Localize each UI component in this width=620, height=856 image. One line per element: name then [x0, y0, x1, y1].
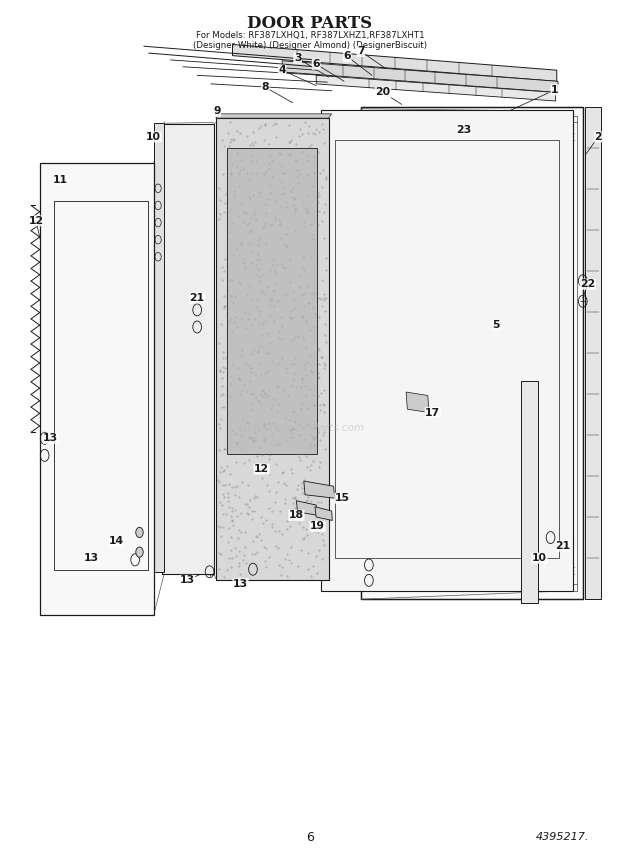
Polygon shape	[162, 124, 214, 574]
Text: 4395217.: 4395217.	[536, 832, 589, 842]
Polygon shape	[216, 114, 332, 118]
Polygon shape	[516, 479, 521, 492]
Text: 5: 5	[492, 320, 500, 330]
Polygon shape	[516, 522, 521, 535]
Text: 23: 23	[456, 125, 471, 135]
Text: 20: 20	[376, 87, 391, 98]
Text: eReplacementParts.com: eReplacementParts.com	[237, 423, 365, 433]
Text: 6: 6	[312, 59, 320, 69]
Text: 21: 21	[556, 541, 570, 551]
Circle shape	[136, 547, 143, 557]
Polygon shape	[521, 381, 538, 603]
Text: 17: 17	[425, 407, 440, 418]
Text: 10: 10	[532, 553, 547, 563]
Polygon shape	[406, 392, 429, 413]
Text: 13: 13	[43, 433, 58, 443]
Text: DOOR PARTS: DOOR PARTS	[247, 15, 373, 32]
Polygon shape	[227, 148, 317, 454]
Text: For Models: RF387LXHQ1, RF387LXHZ1,RF387LXHT1: For Models: RF387LXHQ1, RF387LXHZ1,RF387…	[196, 32, 424, 40]
Text: 18: 18	[289, 510, 304, 520]
Circle shape	[136, 527, 143, 538]
Text: 1: 1	[551, 85, 559, 95]
Text: 6: 6	[306, 830, 314, 844]
Polygon shape	[316, 75, 556, 101]
Polygon shape	[304, 481, 335, 498]
Text: 3: 3	[294, 53, 301, 63]
Polygon shape	[516, 402, 521, 415]
Polygon shape	[585, 107, 601, 599]
Text: (Designer White) (Designer Almond) (DesignerBiscuit): (Designer White) (Designer Almond) (Desi…	[193, 41, 427, 50]
Polygon shape	[315, 507, 332, 520]
Text: 7: 7	[357, 46, 365, 56]
Polygon shape	[321, 110, 573, 591]
Polygon shape	[40, 163, 154, 615]
Text: 4: 4	[278, 65, 286, 75]
Polygon shape	[232, 45, 557, 81]
Text: 13: 13	[180, 575, 195, 586]
Text: 11: 11	[53, 175, 68, 185]
Text: 22: 22	[580, 279, 595, 289]
Text: 12: 12	[29, 216, 43, 226]
Polygon shape	[216, 118, 329, 580]
Text: 10: 10	[146, 132, 161, 142]
Text: 14: 14	[109, 536, 124, 546]
Text: 21: 21	[190, 293, 205, 303]
Text: 13: 13	[84, 553, 99, 563]
Text: 2: 2	[595, 132, 602, 142]
Text: 6: 6	[343, 51, 351, 62]
Text: 9: 9	[213, 106, 221, 116]
Polygon shape	[376, 141, 569, 561]
Polygon shape	[516, 437, 521, 449]
Text: 8: 8	[262, 82, 269, 92]
Polygon shape	[361, 107, 583, 599]
Text: 15: 15	[335, 493, 350, 503]
Polygon shape	[516, 565, 521, 578]
Polygon shape	[282, 61, 558, 92]
Text: 12: 12	[254, 464, 269, 474]
Polygon shape	[296, 501, 317, 515]
Text: 13: 13	[233, 579, 248, 589]
Polygon shape	[154, 123, 164, 572]
Text: 19: 19	[310, 521, 325, 532]
